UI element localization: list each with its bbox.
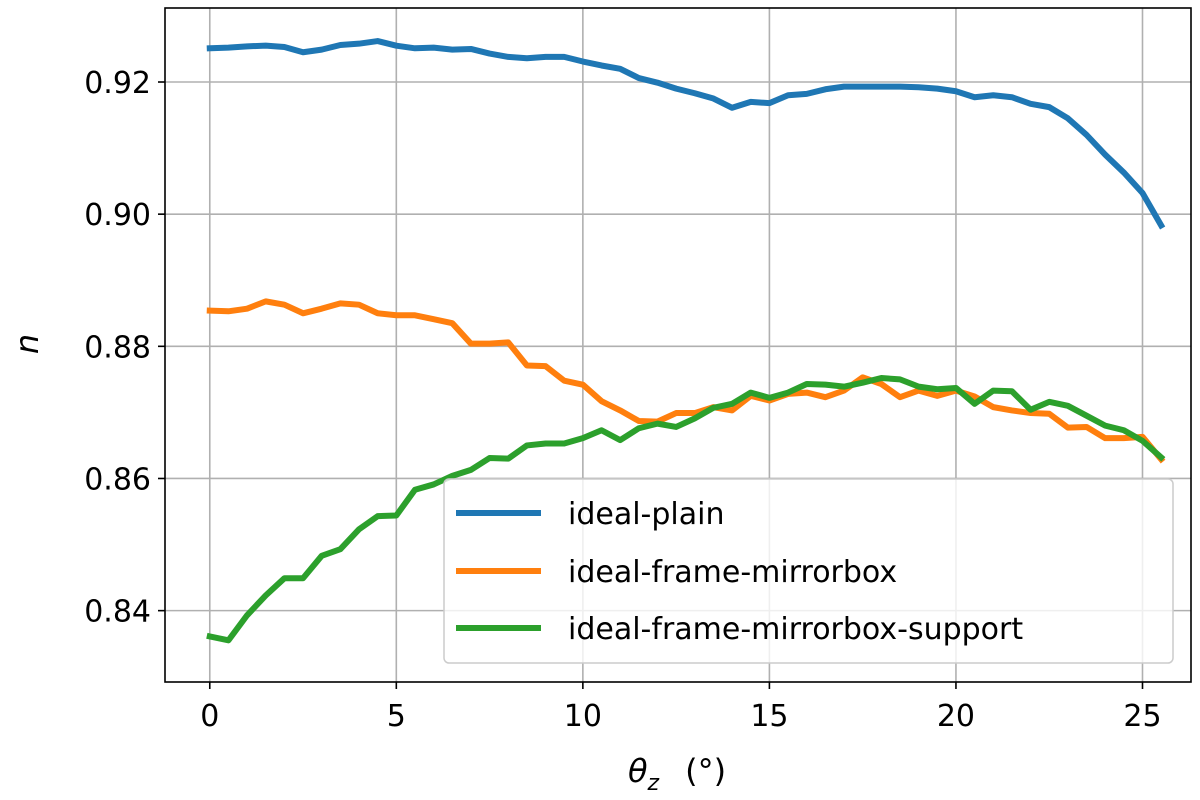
y-tick-label: 0.92 xyxy=(84,66,151,101)
x-tick-label: 5 xyxy=(387,699,406,734)
x-tick-label: 0 xyxy=(200,699,219,734)
y-tick-label: 0.90 xyxy=(84,198,151,233)
series-line-ideal-frame-mirrorbox xyxy=(206,298,1166,464)
x-axis-symbol: θ xyxy=(628,752,648,790)
x-tick-label: 15 xyxy=(750,699,788,734)
grid-lines xyxy=(165,8,1191,682)
x-tick-label: 10 xyxy=(564,699,602,734)
x-tick-label: 25 xyxy=(1123,699,1161,734)
x-axis-subscript: z xyxy=(647,771,660,796)
y-tick-label: 0.88 xyxy=(84,330,151,365)
y-tick-label: 0.86 xyxy=(84,462,151,497)
x-tick-label: 20 xyxy=(937,699,975,734)
y-tick-label: 0.84 xyxy=(84,595,151,630)
y-axis-label: n xyxy=(8,334,46,354)
legend-label: ideal-plain xyxy=(568,497,725,532)
legend: ideal-plain ideal-frame-mirrorbox ideal-fr… xyxy=(443,478,1174,664)
x-axis-unit: (°) xyxy=(685,752,726,790)
legend-label: ideal-frame-mirrorbox xyxy=(568,555,897,590)
legend-label: ideal-frame-mirrorbox-support xyxy=(568,612,1023,647)
series-line-ideal-plain xyxy=(206,38,1166,230)
axis-ticks: 0 5 10 15 20 25 0.84 0.86 0.88 0.90 0.92 xyxy=(84,66,1161,734)
plot-frame xyxy=(164,7,1192,683)
legend-box xyxy=(443,478,1174,664)
x-axis-label: θz (°) xyxy=(628,752,726,796)
series-lines xyxy=(206,38,1166,644)
series-line-ideal-frame-mirrorbox-support xyxy=(206,375,1166,644)
